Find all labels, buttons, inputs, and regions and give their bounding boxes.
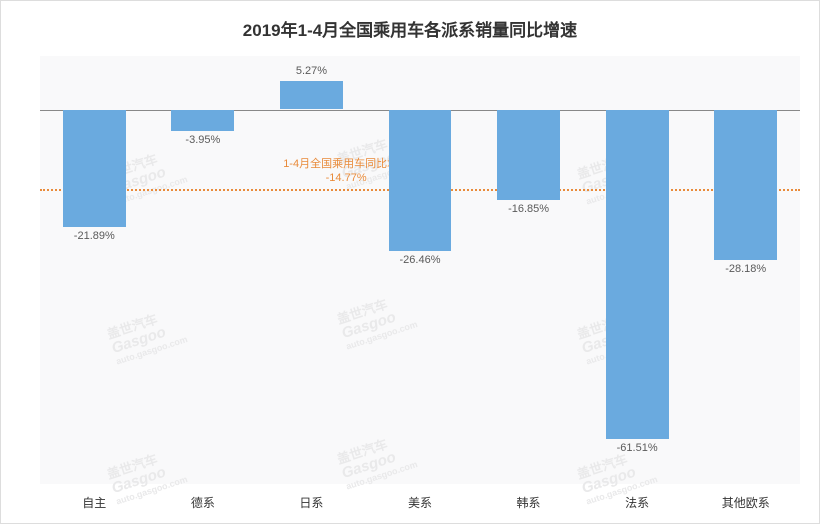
bar (63, 110, 126, 227)
category-label: 德系 (191, 494, 215, 511)
bar (714, 110, 777, 261)
category-label: 韩系 (517, 494, 541, 511)
category-label: 美系 (408, 494, 432, 511)
bar (389, 110, 452, 252)
category-label: 日系 (299, 494, 323, 511)
bar-value-label: -28.18% (725, 263, 766, 275)
watermark: 盖世汽车Gasgooauto.gasgoo.com (106, 305, 189, 367)
category-label: 自主 (82, 494, 106, 511)
bar (171, 110, 234, 131)
chart-title: 2019年1-4月全国乘用车各派系销量同比增速 (0, 16, 820, 41)
bar-value-label: -3.95% (185, 134, 220, 146)
watermark: 盖世汽车Gasgooauto.gasgoo.com (336, 290, 419, 352)
category-label: 法系 (625, 494, 649, 511)
bar-value-label: -21.89% (74, 230, 115, 242)
bar-value-label: 5.27% (296, 65, 327, 77)
category-label: 其他欧系 (722, 494, 770, 511)
watermark: 盖世汽车Gasgooauto.gasgoo.com (336, 430, 419, 492)
bar-value-label: -16.85% (508, 203, 549, 215)
bar-value-label: -61.51% (617, 442, 658, 454)
chart-container: 2019年1-4月全国乘用车各派系销量同比增速 盖世汽车Gasgooauto.g… (0, 0, 820, 524)
bar-value-label: -26.46% (400, 254, 441, 266)
plot-area: 盖世汽车Gasgooauto.gasgoo.com 盖世汽车Gasgooauto.… (40, 56, 800, 484)
bar (606, 110, 669, 439)
bar (497, 110, 560, 200)
bar (280, 81, 343, 109)
watermark: 盖世汽车Gasgooauto.gasgoo.com (106, 445, 189, 507)
